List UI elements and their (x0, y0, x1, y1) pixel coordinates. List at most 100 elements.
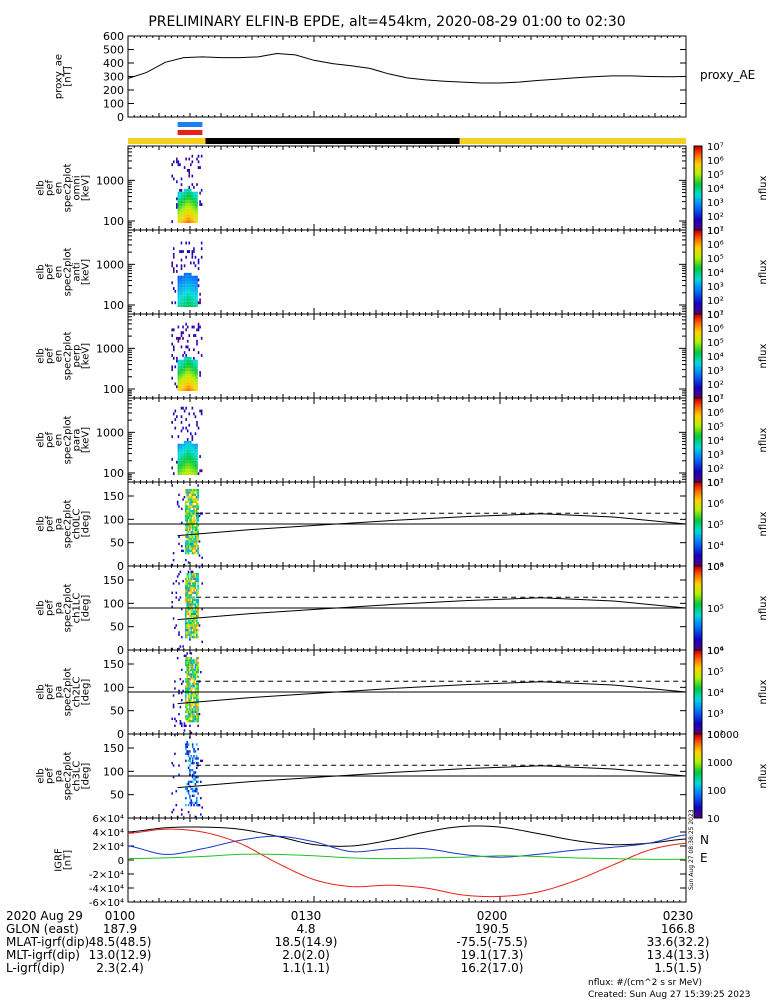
pa_ch1-cell (185, 619, 187, 622)
pa_ch0-cell (195, 549, 198, 552)
pa_ch2-cell (189, 678, 191, 681)
spec_anti-cell (183, 287, 186, 290)
pa_ch2-cell (179, 720, 182, 723)
spec_omni-cell (182, 220, 184, 224)
pa_ch1-cell (193, 615, 195, 618)
pa_ch0-colorbar-cell (694, 549, 702, 552)
pa_ch2-cell (190, 713, 193, 716)
spec_perp-cell (193, 362, 195, 366)
spec_perp-colorbar-cell (694, 337, 702, 340)
pa_ch1-cell (190, 577, 193, 580)
pa_ch3-colorbar-tick-label: 10000 (707, 730, 739, 741)
pa_ch2-ytick-label: 100 (103, 681, 124, 694)
pa_ch0-cell (178, 505, 180, 508)
spec_para-colorbar-cell (694, 469, 702, 472)
pa_ch0-colorbar-cell (694, 492, 702, 496)
pa_ch0-cell (190, 491, 193, 494)
spec_perp-colorbar-cell (694, 362, 702, 365)
pa_ch0-cell (190, 542, 193, 545)
spec_perp-colorbar-tick-label: 10⁴ (707, 352, 724, 363)
pa_ch1-cell (189, 603, 191, 606)
spec_perp-cell (177, 336, 180, 340)
pa_ch2-cell (194, 675, 197, 678)
spec_para-cell (179, 460, 181, 464)
pa_ch3-ylabel-line: ch3LC (72, 761, 83, 792)
pa_ch1-cell (190, 570, 193, 573)
pa_ch2-cell (178, 692, 180, 695)
pa_ch1-cell (194, 580, 197, 583)
spec_omni-cell (182, 214, 184, 218)
pa_ch0-colorbar-cell (694, 563, 702, 567)
spec_anti-cell (185, 272, 187, 276)
spec_anti-cell (196, 304, 198, 308)
spec_perp-colorbar-cell (694, 345, 702, 349)
pa_ch0-colorbar-cell (694, 505, 702, 508)
pa_ch1-cell (187, 612, 190, 615)
pa_ch3-cell (201, 759, 204, 762)
spec_para-cell (179, 455, 181, 458)
spec_omni-cell (176, 180, 178, 184)
spec_omni-cell (197, 154, 200, 158)
spec_omni-colorbar-cell (694, 167, 702, 170)
pa_ch1-cell (190, 603, 193, 606)
spec_perp-cell (177, 371, 180, 374)
spec_para-colorbar-cell (694, 410, 702, 414)
spec_perp-cell (177, 382, 180, 386)
pa_ch0-cell (185, 507, 187, 510)
spec_anti-colorbar-cell (694, 242, 702, 246)
spec_perp-cell (182, 331, 184, 335)
spec_para-colorbar-cell (694, 465, 702, 468)
pa_ch1-cell (186, 589, 189, 592)
spec_para-cell (188, 423, 191, 427)
spec_anti-cell (193, 295, 195, 299)
spec_anti-cell (177, 295, 180, 299)
spec_para-cell (188, 446, 191, 450)
spec_omni-cell (176, 160, 178, 164)
pa_ch0-cell (185, 491, 187, 494)
pa_ch2-cell (193, 661, 195, 664)
spec_omni-cell (193, 197, 195, 201)
spec_anti-colorbar-cell (694, 276, 702, 279)
spec_para-cell (196, 460, 198, 464)
pa_ch1-ylabel-line: [deg] (81, 595, 92, 622)
spec_para-cell (179, 463, 181, 467)
spec_perp-cell (193, 359, 195, 363)
pa_ch1-cell (191, 631, 194, 634)
spec_perp-colorbar-cell (694, 349, 702, 353)
pa_ch0-cell (194, 496, 197, 499)
igrf-ytick-label: 2×10⁴ (93, 842, 124, 853)
spec_perp-cell (188, 376, 191, 380)
pa_ch2-cell (189, 659, 191, 662)
spec_para-cell (185, 472, 187, 476)
pa_ch3-cell (193, 755, 195, 758)
spec_omni-colorbar-cell (694, 158, 702, 162)
spec_omni-cell (196, 211, 198, 215)
spec_omni-cell (191, 203, 194, 206)
spec_para-cell (177, 455, 180, 458)
pa_ch3-cell (195, 804, 198, 807)
pa_ch1-cell (194, 575, 197, 578)
spec_omni-cell (183, 208, 186, 212)
pa_ch1-cell (191, 615, 194, 618)
spec_para-cell (194, 446, 197, 450)
pa_ch1-cell (194, 619, 197, 622)
spec_anti-colorbar-cell (694, 282, 702, 286)
pa_ch1-cell (186, 596, 189, 599)
pa_ch3-cell (185, 748, 187, 751)
spec_para-colorbar-cell (694, 435, 702, 439)
spec_perp-cell (183, 388, 186, 392)
pa_ch2-cell (189, 682, 191, 685)
pa_ch0-cell (191, 503, 194, 506)
pa_ch1-cell (198, 624, 201, 627)
pa_ch1-cell (191, 582, 194, 585)
pa_ch2-cell (189, 706, 191, 709)
spec_perp-cell (194, 373, 197, 377)
pa_ch1-cell (194, 631, 197, 634)
pa_ch0-colorbar-cell (694, 511, 702, 514)
spec_omni-cell (180, 191, 183, 195)
spec_omni-cell (199, 203, 201, 206)
pa_ch3-cell (174, 752, 176, 755)
spec_anti-cell (177, 278, 180, 282)
pa_ch3-cell (186, 783, 189, 786)
pa_ch3-colorbar-cell (694, 773, 702, 777)
